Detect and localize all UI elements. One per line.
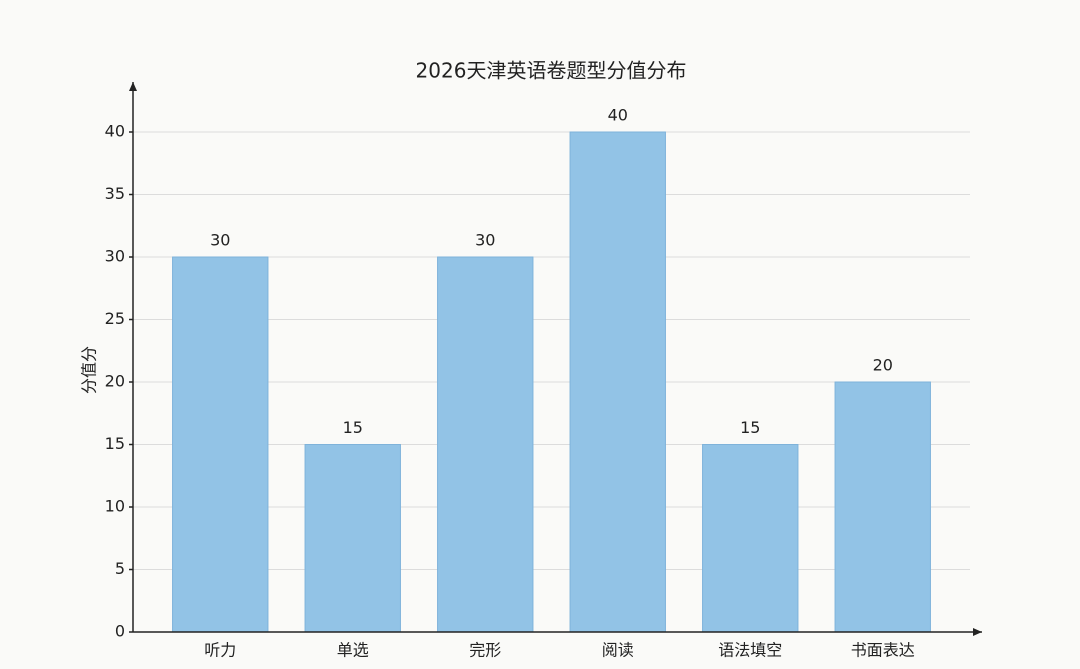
x-tick-label: 单选 bbox=[337, 641, 369, 660]
y-tick-label: 0 bbox=[115, 622, 125, 641]
data-label: 40 bbox=[608, 106, 628, 125]
bar bbox=[702, 444, 799, 633]
y-tick-label: 10 bbox=[105, 497, 125, 516]
y-tick-label: 5 bbox=[115, 559, 125, 578]
y-axis-arrow bbox=[129, 82, 137, 91]
x-tick-label: 阅读 bbox=[602, 641, 634, 660]
data-label: 15 bbox=[740, 418, 760, 437]
data-label: 30 bbox=[210, 231, 230, 250]
x-axis-arrow bbox=[973, 628, 982, 636]
x-tick-label: 完形 bbox=[469, 641, 501, 660]
y-tick-label: 35 bbox=[105, 184, 125, 203]
x-tick-label: 语法填空 bbox=[718, 641, 782, 660]
bar bbox=[304, 444, 401, 633]
y-tick-label: 40 bbox=[105, 122, 125, 141]
x-tick-label: 听力 bbox=[204, 641, 236, 660]
chart-title: 2026天津英语卷题型分值分布 bbox=[416, 59, 687, 83]
bar bbox=[569, 131, 666, 633]
y-axis-label: 分值分 bbox=[80, 346, 99, 394]
y-tick-label: 20 bbox=[105, 372, 125, 391]
y-tick-label: 30 bbox=[105, 247, 125, 266]
y-tick-label: 15 bbox=[105, 434, 125, 453]
data-label: 20 bbox=[873, 356, 893, 375]
y-tick-label: 25 bbox=[105, 309, 125, 328]
data-label: 30 bbox=[475, 231, 495, 250]
bar bbox=[437, 256, 534, 633]
data-label: 15 bbox=[343, 418, 363, 437]
bar bbox=[834, 381, 931, 633]
x-tick-label: 书面表达 bbox=[851, 641, 915, 660]
bar bbox=[172, 256, 269, 633]
